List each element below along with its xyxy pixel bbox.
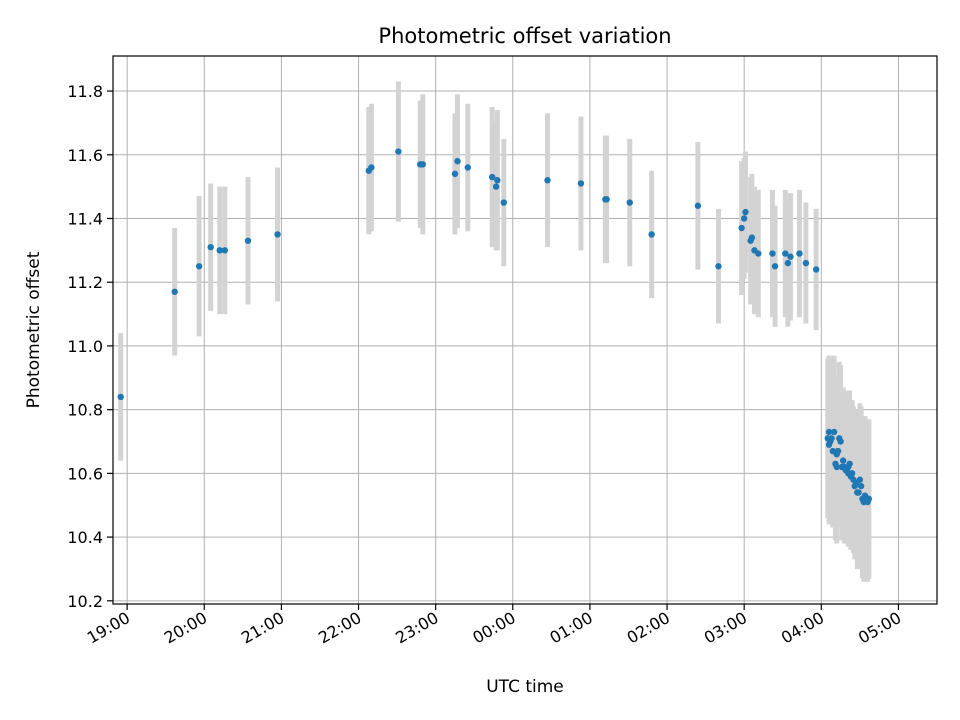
data-point [454,157,461,165]
data-point [848,470,856,477]
y-tick-label: 10.8 [67,401,103,420]
data-point [787,253,794,260]
data-point [626,199,633,206]
data-point [796,250,803,257]
data-point [830,428,838,436]
data-point [544,177,551,184]
data-point [834,447,842,455]
y-tick-label: 10.4 [67,528,103,547]
data-point [837,438,844,445]
data-point [825,428,833,436]
data-point [494,177,501,184]
data-point [812,266,820,273]
data-point [782,250,789,257]
data-point [857,482,865,490]
data-point [216,247,223,254]
data-point [464,164,471,171]
data-point [368,164,375,171]
data-point [833,463,840,471]
data-point [489,173,496,181]
data-point [419,161,427,168]
data-point [802,259,810,267]
plot-frame [112,55,938,605]
x-axis-label: UTC time [486,677,564,697]
data-point [828,435,835,442]
data-point [855,489,862,496]
data-point [117,393,124,401]
y-tick-label: 11.2 [67,273,103,292]
data-point [694,202,702,209]
y-tick-label: 11.4 [67,209,103,228]
y-tick-label: 11.6 [67,146,103,165]
data-point [784,259,792,267]
y-tick-label: 10.2 [67,592,103,611]
data-point [771,263,779,270]
data-point [395,148,402,155]
data-point [648,231,655,238]
data-point [207,243,214,251]
data-point [500,199,507,206]
y-axis-ticks: 10.2 10.4 10.6 10.8 11.0 11.2 11.4 11.6 11.8 [67,82,113,611]
data-point [603,196,610,203]
grid [113,56,937,604]
data-point [865,495,873,503]
data-point [274,231,281,238]
data-point [839,457,847,464]
data-point [748,234,756,241]
data-point [856,476,864,483]
data-point [221,247,229,254]
data-point [769,250,776,257]
y-tick-label: 10.6 [67,464,103,483]
data-point [742,208,749,216]
data-point [492,183,500,190]
chart-title: Photometric offset variation [378,24,671,48]
data-point [738,224,745,232]
data-point [451,170,459,178]
data-point [195,263,203,270]
data-point [755,250,762,257]
data-point [171,288,178,295]
data-point [577,180,585,187]
y-tick-label: 11.8 [67,82,103,101]
y-axis-label: Photometric offset [24,251,44,408]
data-point [715,263,722,270]
data-point [740,215,748,222]
data-point [846,460,853,468]
data-points [117,148,873,506]
data-point [244,237,252,244]
y-tick-label: 11.0 [67,337,103,356]
